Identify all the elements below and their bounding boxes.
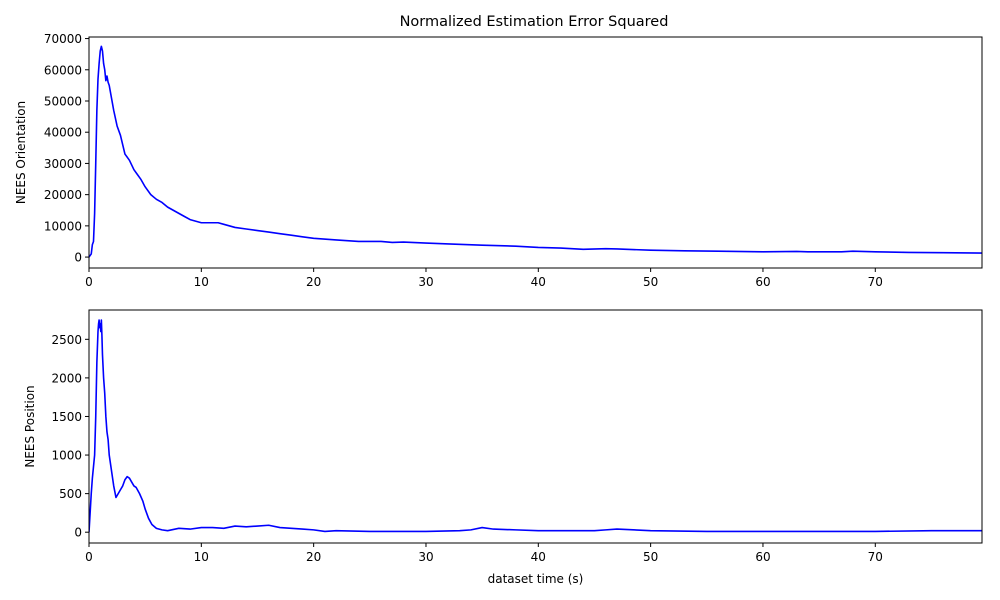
y-tick-label: 2000 (51, 371, 82, 385)
x-tick-label: 10 (194, 550, 209, 564)
panels: 0 10 20 30 40 50 60 700100002000030000400005000… (14, 32, 983, 586)
y-tick-label: 70000 (44, 32, 82, 46)
x-tick-label: 50 (643, 275, 658, 289)
x-tick-label: 40 (531, 275, 546, 289)
y-tick-label: 30000 (44, 157, 82, 171)
x-axis-label-2: dataset time (s) (488, 572, 584, 586)
x-tick-label: 0 (85, 275, 93, 289)
series-line-1-1 (89, 45, 982, 258)
y-tick-label: 50000 (44, 94, 82, 108)
y-axis-label-1: NEES Orientation (14, 101, 28, 204)
y-tick-label: 0 (74, 526, 82, 540)
y-tick-label: 2500 (51, 333, 82, 347)
x-tick-label: 30 (418, 275, 433, 289)
x-tick-label: 20 (306, 275, 321, 289)
x-tick-label: 60 (755, 275, 770, 289)
x-tick-label: 40 (531, 550, 546, 564)
chart-panel-2: 0 10 20 30 40 50 60 70 0 500 1000 1500 2000 2500 NEES … (23, 309, 983, 586)
y-tick-label: 10000 (44, 219, 82, 233)
chart-panel-1: 0 10 20 30 40 50 60 70 0 10000 20000 30000 40000 5000… (14, 32, 983, 289)
axes-frame-2 (88, 309, 983, 544)
x-tick-label: 60 (755, 550, 770, 564)
y-tick-label: 20000 (44, 188, 82, 202)
y-tick-label: 1000 (51, 449, 82, 463)
y-axis-label-2: NEES Position (23, 385, 37, 467)
series-line-2-1 (89, 319, 982, 533)
axes-frame-1 (88, 36, 983, 269)
x-tick-label: 20 (306, 550, 321, 564)
x-tick-label: 0 (85, 550, 93, 564)
x-tick-label: 70 (868, 275, 883, 289)
y-tick-label: 500 (59, 487, 82, 501)
x-tick-label: 70 (868, 550, 883, 564)
chart-title: Normalized Estimation Error Squared (400, 14, 669, 30)
x-tick-label: 30 (418, 550, 433, 564)
y-tick-label: 0 (74, 251, 82, 265)
x-tick-label: 10 (194, 275, 209, 289)
x-tick-label: 50 (643, 550, 658, 564)
y-tick-label: 60000 (44, 63, 82, 77)
y-tick-label: 40000 (44, 126, 82, 140)
y-tick-label: 1500 (51, 410, 82, 424)
